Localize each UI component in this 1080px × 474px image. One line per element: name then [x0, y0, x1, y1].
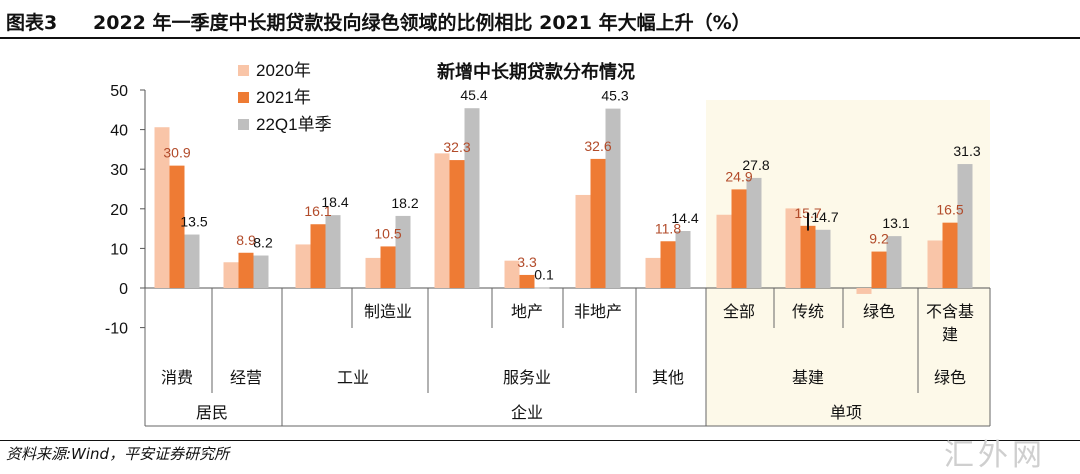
bar-2020: [575, 194, 591, 288]
legend-label: 22Q1单季: [256, 115, 332, 134]
value-label-2021: 16.1: [304, 203, 331, 219]
y-tick-label: 20: [110, 202, 128, 219]
source-note: 资料来源:Wind，平安证券研究所: [6, 445, 230, 463]
bar-22q1: [534, 287, 550, 289]
value-label-2021: 11.8: [655, 220, 681, 236]
x-label-group: 其他: [652, 368, 684, 387]
x-label-sub: 传统: [792, 302, 824, 321]
watermark: 汇外网: [944, 438, 1046, 473]
value-label-2021: 30.9: [163, 145, 190, 161]
header-rule: [0, 37, 1080, 39]
footer-rule: [0, 440, 1080, 441]
bar-22q1: [184, 234, 200, 288]
x-label-sector: 单项: [830, 403, 862, 422]
value-label-22q1: 14.4: [671, 210, 698, 226]
value-label-2021: 9.2: [869, 231, 889, 247]
y-tick-label: 30: [110, 162, 128, 179]
y-tick-label: 0: [119, 281, 128, 298]
legend-swatch: [238, 65, 249, 76]
bar-2020: [927, 240, 943, 288]
bar-22q1: [746, 177, 762, 288]
bar-22q1: [815, 229, 831, 288]
bar-2021: [590, 158, 606, 288]
bar-22q1: [886, 236, 902, 288]
value-label-22q1: 45.3: [601, 88, 628, 104]
bar-2021: [380, 246, 396, 288]
value-label-22q1: 18.4: [321, 194, 348, 210]
bar-2020: [716, 214, 732, 288]
value-label-2021: 10.5: [374, 225, 401, 241]
bar-22q1: [464, 108, 480, 288]
bar-22q1: [675, 230, 691, 288]
x-label-sub: 绿色: [863, 302, 895, 321]
y-tick-label: 40: [110, 123, 128, 140]
bar-2021: [449, 160, 465, 288]
value-label-22q1: 13.1: [882, 215, 909, 231]
value-label-22q1: 18.2: [391, 195, 418, 211]
bar-2020: [223, 262, 239, 288]
bar-2020: [365, 257, 381, 288]
value-label-2021: 32.6: [584, 138, 611, 154]
bar-22q1: [253, 255, 269, 288]
value-label-2021: 32.3: [443, 139, 470, 155]
bar-2021: [660, 241, 676, 288]
legend-label: 2021年: [256, 88, 311, 107]
value-label-2021: 3.3: [517, 254, 537, 270]
bar-chart: 新增中长期贷款分布情况 50 40 30 20 10 0 -10 30.9 13.5 8.98.2 1…: [105, 61, 991, 427]
bar-2020: [295, 244, 311, 288]
bar-2020: [154, 127, 170, 288]
x-label-sub: 制造业: [364, 302, 412, 321]
x-label-sector: 企业: [511, 403, 543, 422]
value-label-22q1: 0.1: [534, 267, 554, 283]
bar-22q1: [605, 108, 621, 288]
value-label-2021: 24.9: [725, 168, 752, 184]
legend-swatch: [238, 92, 249, 103]
value-label-22q1: 27.8: [742, 157, 769, 173]
bar-2021: [169, 165, 185, 288]
value-label-22q1: 8.2: [253, 235, 273, 251]
bar-2021: [519, 274, 535, 288]
bar-22q1: [395, 215, 411, 288]
x-label-sub: 地产: [511, 302, 543, 321]
value-label-22q1: 14.7: [811, 209, 838, 225]
bar-2021: [800, 225, 816, 288]
legend-swatch: [238, 119, 249, 130]
x-label-group: 工业: [337, 368, 369, 387]
x-label-sector: 居民: [196, 403, 228, 422]
x-label-sub: 非地产: [574, 302, 622, 321]
legend-label: 2020年: [256, 61, 311, 80]
bar-2020: [434, 153, 450, 288]
bar-2020: [645, 257, 661, 288]
x-label-group: 服务业: [503, 368, 551, 387]
value-label-2021: 8.9: [236, 232, 256, 248]
figure-title: 2022 年一季度中长期贷款投向绿色领域的比例相比 2021 年大幅上升（%）: [93, 12, 751, 34]
bar-2021: [871, 251, 887, 288]
bar-2021: [942, 222, 958, 288]
bar-2021: [238, 252, 254, 288]
bar-2020: [856, 288, 872, 294]
chart-title: 新增中长期贷款分布情况: [437, 61, 635, 83]
y-tick-label: -10: [105, 321, 128, 338]
value-label-22q1: 45.4: [460, 87, 487, 103]
value-label-22q1: 31.3: [953, 143, 980, 159]
x-label-group: 绿色: [934, 368, 966, 387]
bar-2021: [731, 189, 747, 288]
value-label-2021: 16.5: [936, 202, 963, 218]
x-label-sub: 不含基: [926, 302, 974, 321]
y-tick-label: 50: [110, 83, 128, 100]
bar-22q1: [325, 215, 341, 288]
bar-2020: [504, 260, 520, 288]
x-label-group: 基建: [792, 368, 824, 387]
bar-22q1: [957, 164, 973, 288]
value-label-22q1: 13.5: [180, 214, 207, 230]
x-label-sub: 全部: [723, 302, 755, 321]
x-label-group: 经营: [230, 368, 262, 387]
x-label-group: 消费: [161, 368, 193, 387]
x-label-sub: 建: [942, 325, 958, 344]
figure-header: 图表3 2022 年一季度中长期贷款投向绿色领域的比例相比 2021 年大幅上升…: [0, 0, 1080, 40]
y-tick-label: 10: [110, 241, 128, 258]
bar-2021: [310, 224, 326, 288]
figure-label: 图表3: [6, 12, 58, 34]
bar-2020: [785, 208, 801, 288]
